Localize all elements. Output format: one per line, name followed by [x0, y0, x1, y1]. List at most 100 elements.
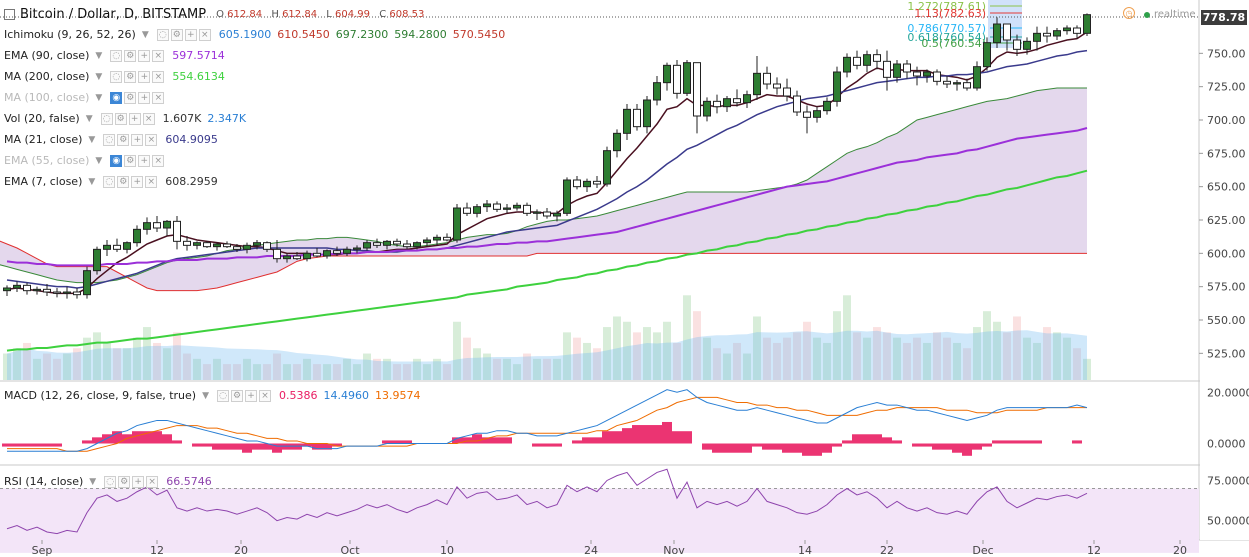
candle — [1043, 32, 1051, 37]
legend-row[interactable]: EMA (55, close) ▼ ◉ ⚙ + × — [4, 154, 172, 168]
close-icon[interactable]: × — [142, 113, 155, 125]
close-icon[interactable]: × — [198, 29, 211, 41]
add-icon[interactable]: + — [131, 176, 144, 188]
settings-icon[interactable]: ⚙ — [170, 29, 183, 41]
macd-histogram-bar — [322, 443, 332, 450]
chevron-down-icon[interactable]: ▼ — [85, 114, 93, 124]
volume-bar — [443, 364, 451, 380]
candle — [573, 179, 581, 188]
close-icon[interactable]: × — [146, 476, 159, 488]
settings-icon[interactable]: ⚙ — [117, 134, 130, 146]
volume-bar — [223, 364, 231, 380]
volume-bar — [423, 364, 431, 380]
add-icon[interactable]: + — [184, 29, 197, 41]
eye-icon[interactable]: ◌ — [100, 113, 113, 125]
macd-histogram-bar — [962, 443, 972, 456]
macd-histogram-bar — [852, 434, 862, 444]
volume-bar — [313, 364, 321, 380]
settings-icon[interactable]: ⚙ — [118, 476, 131, 488]
volume-bar — [633, 332, 641, 380]
candle — [333, 250, 341, 254]
legend-row[interactable]: Vol (20, false) ▼ ◌ ⚙ + × 1.607K 2.347K — [4, 112, 252, 126]
macd-histogram-bar — [622, 428, 632, 444]
eye-icon[interactable]: ◌ — [217, 390, 230, 402]
macd-histogram-bar — [912, 443, 922, 447]
eye-icon[interactable]: ◌ — [104, 476, 117, 488]
macd-histogram-bar — [392, 440, 402, 444]
price-tick-label: 700.00 — [1207, 114, 1246, 127]
candle — [903, 63, 911, 73]
close-icon[interactable]: × — [152, 92, 165, 104]
eye-icon[interactable]: ◌ — [103, 134, 116, 146]
chevron-down-icon[interactable]: ▼ — [88, 177, 96, 187]
time-tick-label: 22 — [880, 544, 894, 557]
chevron-down-icon[interactable]: ▼ — [95, 72, 103, 82]
add-icon[interactable]: + — [138, 50, 151, 62]
legend-label: EMA (90, close) — [4, 49, 90, 62]
clock-icon[interactable]: ◷ — [1123, 7, 1135, 19]
settings-icon[interactable]: ⚙ — [124, 92, 137, 104]
macd-histogram-bar — [652, 425, 662, 444]
candle — [823, 100, 831, 112]
chevron-down-icon[interactable]: ▼ — [88, 135, 96, 145]
eye-icon[interactable]: ◌ — [103, 176, 116, 188]
macd-histogram-bar — [172, 440, 182, 444]
candle — [983, 42, 991, 68]
symbol-square-icon — [4, 9, 15, 20]
rsi-legend[interactable]: RSI (14, close) ▼ ◌ ⚙ + × 66.5746 — [4, 475, 218, 489]
eye-icon[interactable]: ◉ — [110, 155, 123, 167]
close-icon[interactable]: × — [145, 176, 158, 188]
macd-histogram-bar — [32, 443, 42, 447]
legend-value: 1.607K — [162, 112, 202, 125]
legend-row[interactable]: Ichimoku (9, 26, 52, 26) ▼ ◌ ⚙ + × 605.1900 610… — [4, 28, 511, 42]
macd-legend[interactable]: MACD (12, 26, close, 9, false, true) ▼ ◌ ⚙ +… — [4, 389, 427, 403]
settings-icon[interactable]: ⚙ — [231, 390, 244, 402]
candle — [93, 248, 101, 272]
close-icon[interactable]: × — [152, 50, 165, 62]
legend-row[interactable]: EMA (90, close) ▼ ◌ ⚙ + × 597.5714 — [4, 49, 231, 63]
settings-icon[interactable]: ⚙ — [124, 155, 137, 167]
legend-value: 697.2300 — [335, 28, 389, 41]
legend-controls: ◌ ⚙ + × — [110, 71, 165, 83]
chevron-down-icon[interactable]: ▼ — [141, 30, 149, 40]
eye-icon[interactable]: ◉ — [110, 92, 123, 104]
close-icon[interactable]: × — [152, 155, 165, 167]
chevron-down-icon[interactable]: ▼ — [95, 93, 103, 103]
add-icon[interactable]: + — [128, 113, 141, 125]
eye-icon[interactable]: ◌ — [110, 50, 123, 62]
settings-icon[interactable]: ⚙ — [117, 176, 130, 188]
chevron-down-icon[interactable]: ▼ — [95, 51, 103, 61]
legend-row[interactable]: MA (21, close) ▼ ◌ ⚙ + × 604.9095 — [4, 133, 224, 147]
volume-bar — [683, 295, 691, 380]
macd-histogram-bar — [952, 443, 962, 453]
eye-icon[interactable]: ◌ — [156, 29, 169, 41]
add-icon[interactable]: + — [245, 390, 258, 402]
close-icon[interactable]: × — [259, 390, 272, 402]
legend-row[interactable]: EMA (7, close) ▼ ◌ ⚙ + × 608.2959 — [4, 175, 224, 189]
candle — [643, 99, 651, 128]
legend-row[interactable]: MA (200, close) ▼ ◌ ⚙ + × 554.6134 — [4, 70, 231, 84]
settings-icon[interactable]: ⚙ — [124, 71, 137, 83]
settings-icon[interactable]: ⚙ — [124, 50, 137, 62]
candle — [433, 236, 441, 241]
volume-bar — [923, 342, 931, 380]
add-icon[interactable]: + — [138, 155, 151, 167]
volume-bar — [743, 353, 751, 380]
legend-row[interactable]: MA (100, close) ▼ ◉ ⚙ + × — [4, 91, 172, 105]
add-icon[interactable]: + — [132, 476, 145, 488]
settings-icon[interactable]: ⚙ — [114, 113, 127, 125]
fib-label: 0.786(770.57) — [907, 22, 986, 35]
volume-bar — [953, 342, 961, 380]
chevron-down-icon[interactable]: ▼ — [202, 391, 210, 401]
chevron-down-icon[interactable]: ▼ — [89, 477, 97, 487]
candle — [1083, 14, 1091, 34]
add-icon[interactable]: + — [138, 71, 151, 83]
chevron-down-icon[interactable]: ▼ — [95, 156, 103, 166]
eye-icon[interactable]: ◌ — [110, 71, 123, 83]
add-icon[interactable]: + — [131, 134, 144, 146]
candle — [523, 204, 531, 214]
add-icon[interactable]: + — [138, 92, 151, 104]
close-icon[interactable]: × — [152, 71, 165, 83]
time-tick-label: Nov — [663, 544, 685, 557]
close-icon[interactable]: × — [145, 134, 158, 146]
